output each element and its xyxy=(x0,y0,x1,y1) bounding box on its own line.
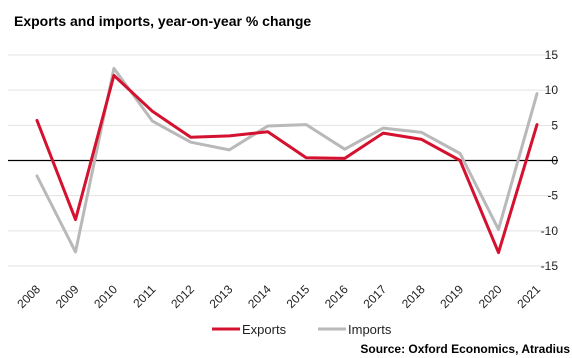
y-tick-label: 5 xyxy=(551,118,558,132)
x-tick-label: 2009 xyxy=(53,282,82,311)
series-line-imports xyxy=(35,66,539,254)
x-tick-label: 2016 xyxy=(322,282,351,311)
y-tick-label: 10 xyxy=(545,83,559,97)
y-tick-label: -10 xyxy=(541,224,559,238)
x-tick-label: 2012 xyxy=(168,282,197,311)
series-lines xyxy=(35,66,539,255)
x-tick-label: 2010 xyxy=(91,282,120,311)
x-tick-label: 2019 xyxy=(437,282,466,311)
x-tick-label: 2018 xyxy=(399,282,428,311)
y-tick-label: 15 xyxy=(545,48,559,62)
x-tick-label: 2015 xyxy=(284,282,313,311)
legend-item-exports: Exports xyxy=(212,322,287,337)
x-tick-label: 2013 xyxy=(207,282,236,311)
legend-item-imports: Imports xyxy=(318,322,392,337)
legend-label: Imports xyxy=(348,322,392,337)
x-tick-label: 2011 xyxy=(130,282,158,310)
legend-label: Exports xyxy=(242,322,287,337)
x-tick-label: 2008 xyxy=(14,282,43,311)
legend: Exports Imports xyxy=(212,322,392,337)
y-tick-label: -15 xyxy=(541,259,559,273)
x-tick-label: 2021 xyxy=(514,282,543,311)
series-line-exports xyxy=(35,73,539,255)
x-tick-label: 2020 xyxy=(476,282,505,311)
x-tick-label: 2014 xyxy=(245,282,274,311)
y-tick-label: -5 xyxy=(547,189,558,203)
x-tick-label: 2017 xyxy=(360,282,389,311)
x-axis-tick-labels: 2008 2009 2010 2011 2012 2013 2014 2015 2016 2017… xyxy=(14,282,543,311)
source-note: Source: Oxford Economics, Atradius xyxy=(360,342,570,356)
chart-title: Exports and imports, year-on-year % chan… xyxy=(14,13,312,29)
